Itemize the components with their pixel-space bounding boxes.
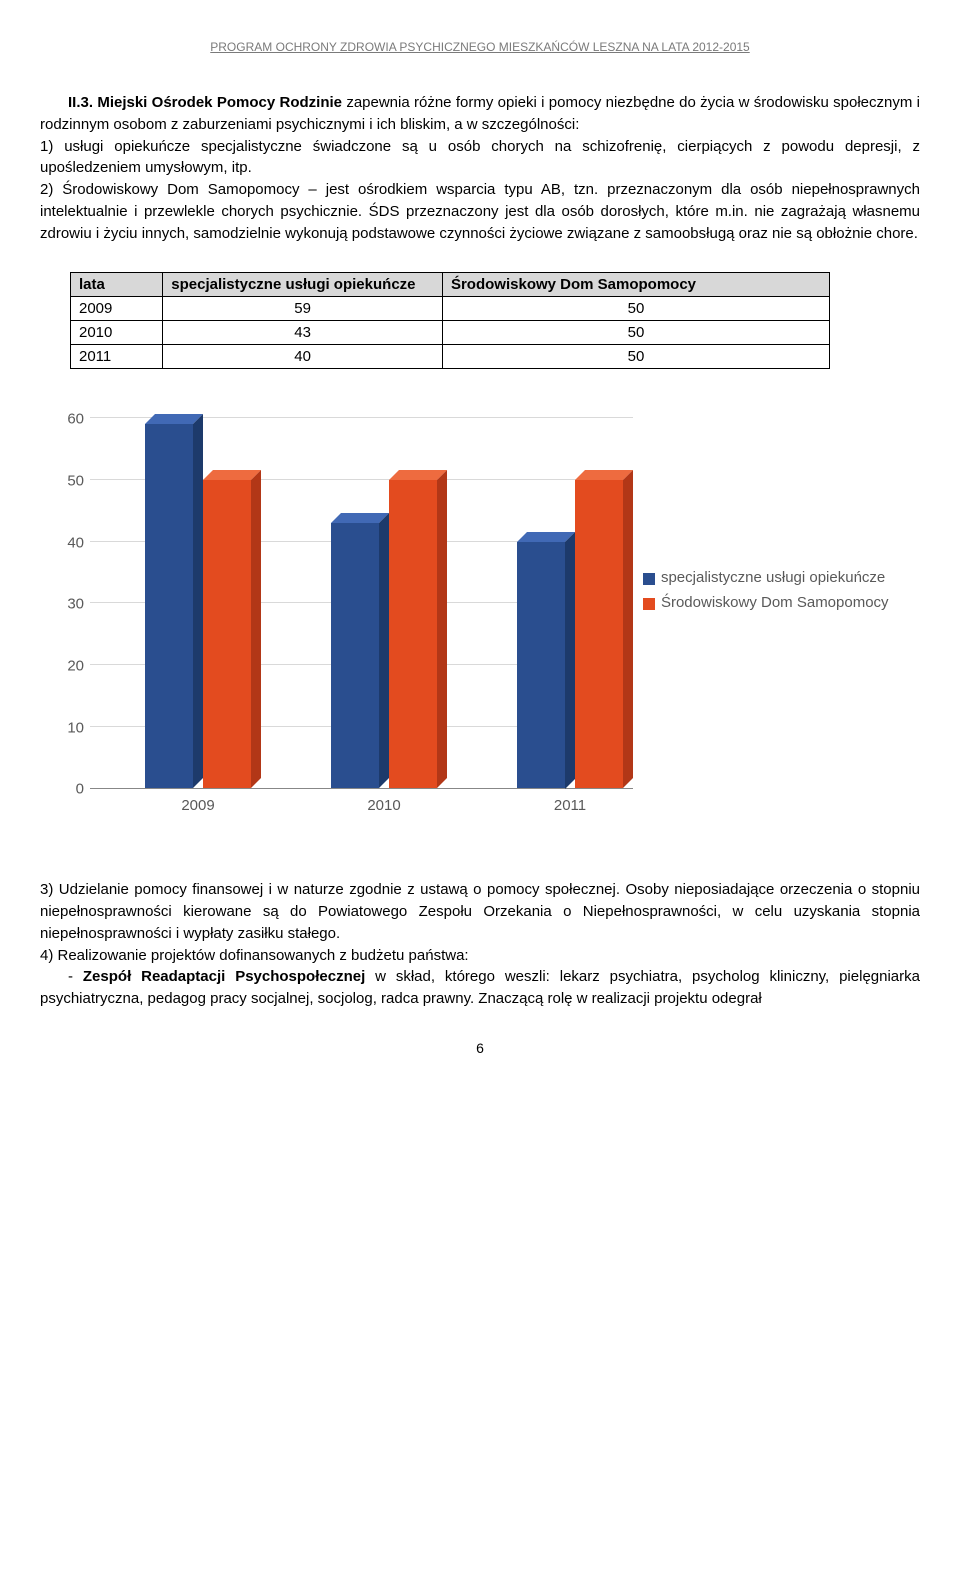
para-1: II.3. Miejski Ośrodek Pomocy Rodzinie za… <box>40 92 920 136</box>
y-tick-label: 60 <box>50 411 84 428</box>
chart-legend: specjalistyczne usługi opiekuńcze Środowi… <box>633 409 890 829</box>
list-item-3: 3) Udzielanie pomocy finansowej i w natu… <box>40 879 920 944</box>
page-number: 6 <box>40 1040 920 1056</box>
y-tick-label: 10 <box>50 719 84 736</box>
table-cell: 50 <box>442 321 829 345</box>
x-tick-label: 2010 <box>367 797 400 814</box>
chart-bar <box>203 480 251 788</box>
table-cell: 50 <box>442 345 829 369</box>
table-cell: 2010 <box>71 321 163 345</box>
y-tick-label: 0 <box>50 781 84 798</box>
data-table-wrap: lata specjalistyczne usługi opiekuńcze Ś… <box>70 272 920 369</box>
para-1-lead: II.3. Miejski Ośrodek Pomocy Rodzinie <box>68 94 342 111</box>
chart-bar <box>331 523 379 788</box>
y-tick-label: 40 <box>50 534 84 551</box>
plot-panel: 0 10 20 30 40 50 60 2009 2010 2011 <box>50 409 633 829</box>
table-cell: 2009 <box>71 297 163 321</box>
table-header-lata: lata <box>71 273 163 297</box>
table-row: 2010 43 50 <box>71 321 830 345</box>
list-item-2: 2) Środowiskowy Dom Samopomocy – jest oś… <box>40 179 920 244</box>
body-text-bottom: 3) Udzielanie pomocy finansowej i w natu… <box>40 879 920 1010</box>
item4-sub-lead: Zespół Readaptacji Psychospołecznej <box>83 968 365 985</box>
legend-item: Środowiskowy Dom Samopomocy <box>643 594 890 613</box>
legend-label: specjalistyczne usługi opiekuńcze <box>661 569 885 588</box>
y-tick-label: 20 <box>50 657 84 674</box>
y-axis: 0102030405060 <box>50 419 90 789</box>
list-item-1: 1) usługi opiekuńcze specjalistyczne świ… <box>40 136 920 180</box>
table-header-uslugi: specjalistyczne usługi opiekuńcze <box>163 273 443 297</box>
table-cell: 43 <box>163 321 443 345</box>
y-tick-label: 30 <box>50 596 84 613</box>
legend-swatch <box>643 573 655 585</box>
legend-label: Środowiskowy Dom Samopomocy <box>661 594 889 613</box>
plot-area <box>90 419 633 789</box>
table-header-row: lata specjalistyczne usługi opiekuńcze Ś… <box>71 273 830 297</box>
data-table: lata specjalistyczne usługi opiekuńcze Ś… <box>70 272 830 369</box>
page-header: PROGRAM OCHRONY ZDROWIA PSYCHICZNEGO MIE… <box>40 40 920 54</box>
x-tick-label: 2009 <box>181 797 214 814</box>
x-axis: 2009 2010 2011 <box>90 789 633 829</box>
table-cell: 2011 <box>71 345 163 369</box>
y-tick-label: 50 <box>50 472 84 489</box>
chart-bar <box>575 480 623 788</box>
bar-chart: 0 10 20 30 40 50 60 2009 2010 2011 specjalistycz… <box>50 409 890 829</box>
table-header-sds: Środowiskowy Dom Samopomocy <box>442 273 829 297</box>
legend-item: specjalistyczne usługi opiekuńcze <box>643 569 890 588</box>
list-item-4-sub: - Zespół Readaptacji Psychospołecznej w … <box>40 966 920 1010</box>
chart-bar <box>517 542 565 789</box>
table-cell: 59 <box>163 297 443 321</box>
body-text-top: II.3. Miejski Ośrodek Pomocy Rodzinie za… <box>40 92 920 244</box>
table-row: 2011 40 50 <box>71 345 830 369</box>
table-row: 2009 59 50 <box>71 297 830 321</box>
chart-bar <box>145 424 193 788</box>
chart-bar <box>389 480 437 788</box>
table-cell: 50 <box>442 297 829 321</box>
list-item-4: 4) Realizowanie projektów dofinansowanyc… <box>40 945 920 967</box>
table-cell: 40 <box>163 345 443 369</box>
x-tick-label: 2011 <box>554 797 586 814</box>
legend-swatch <box>643 598 655 610</box>
